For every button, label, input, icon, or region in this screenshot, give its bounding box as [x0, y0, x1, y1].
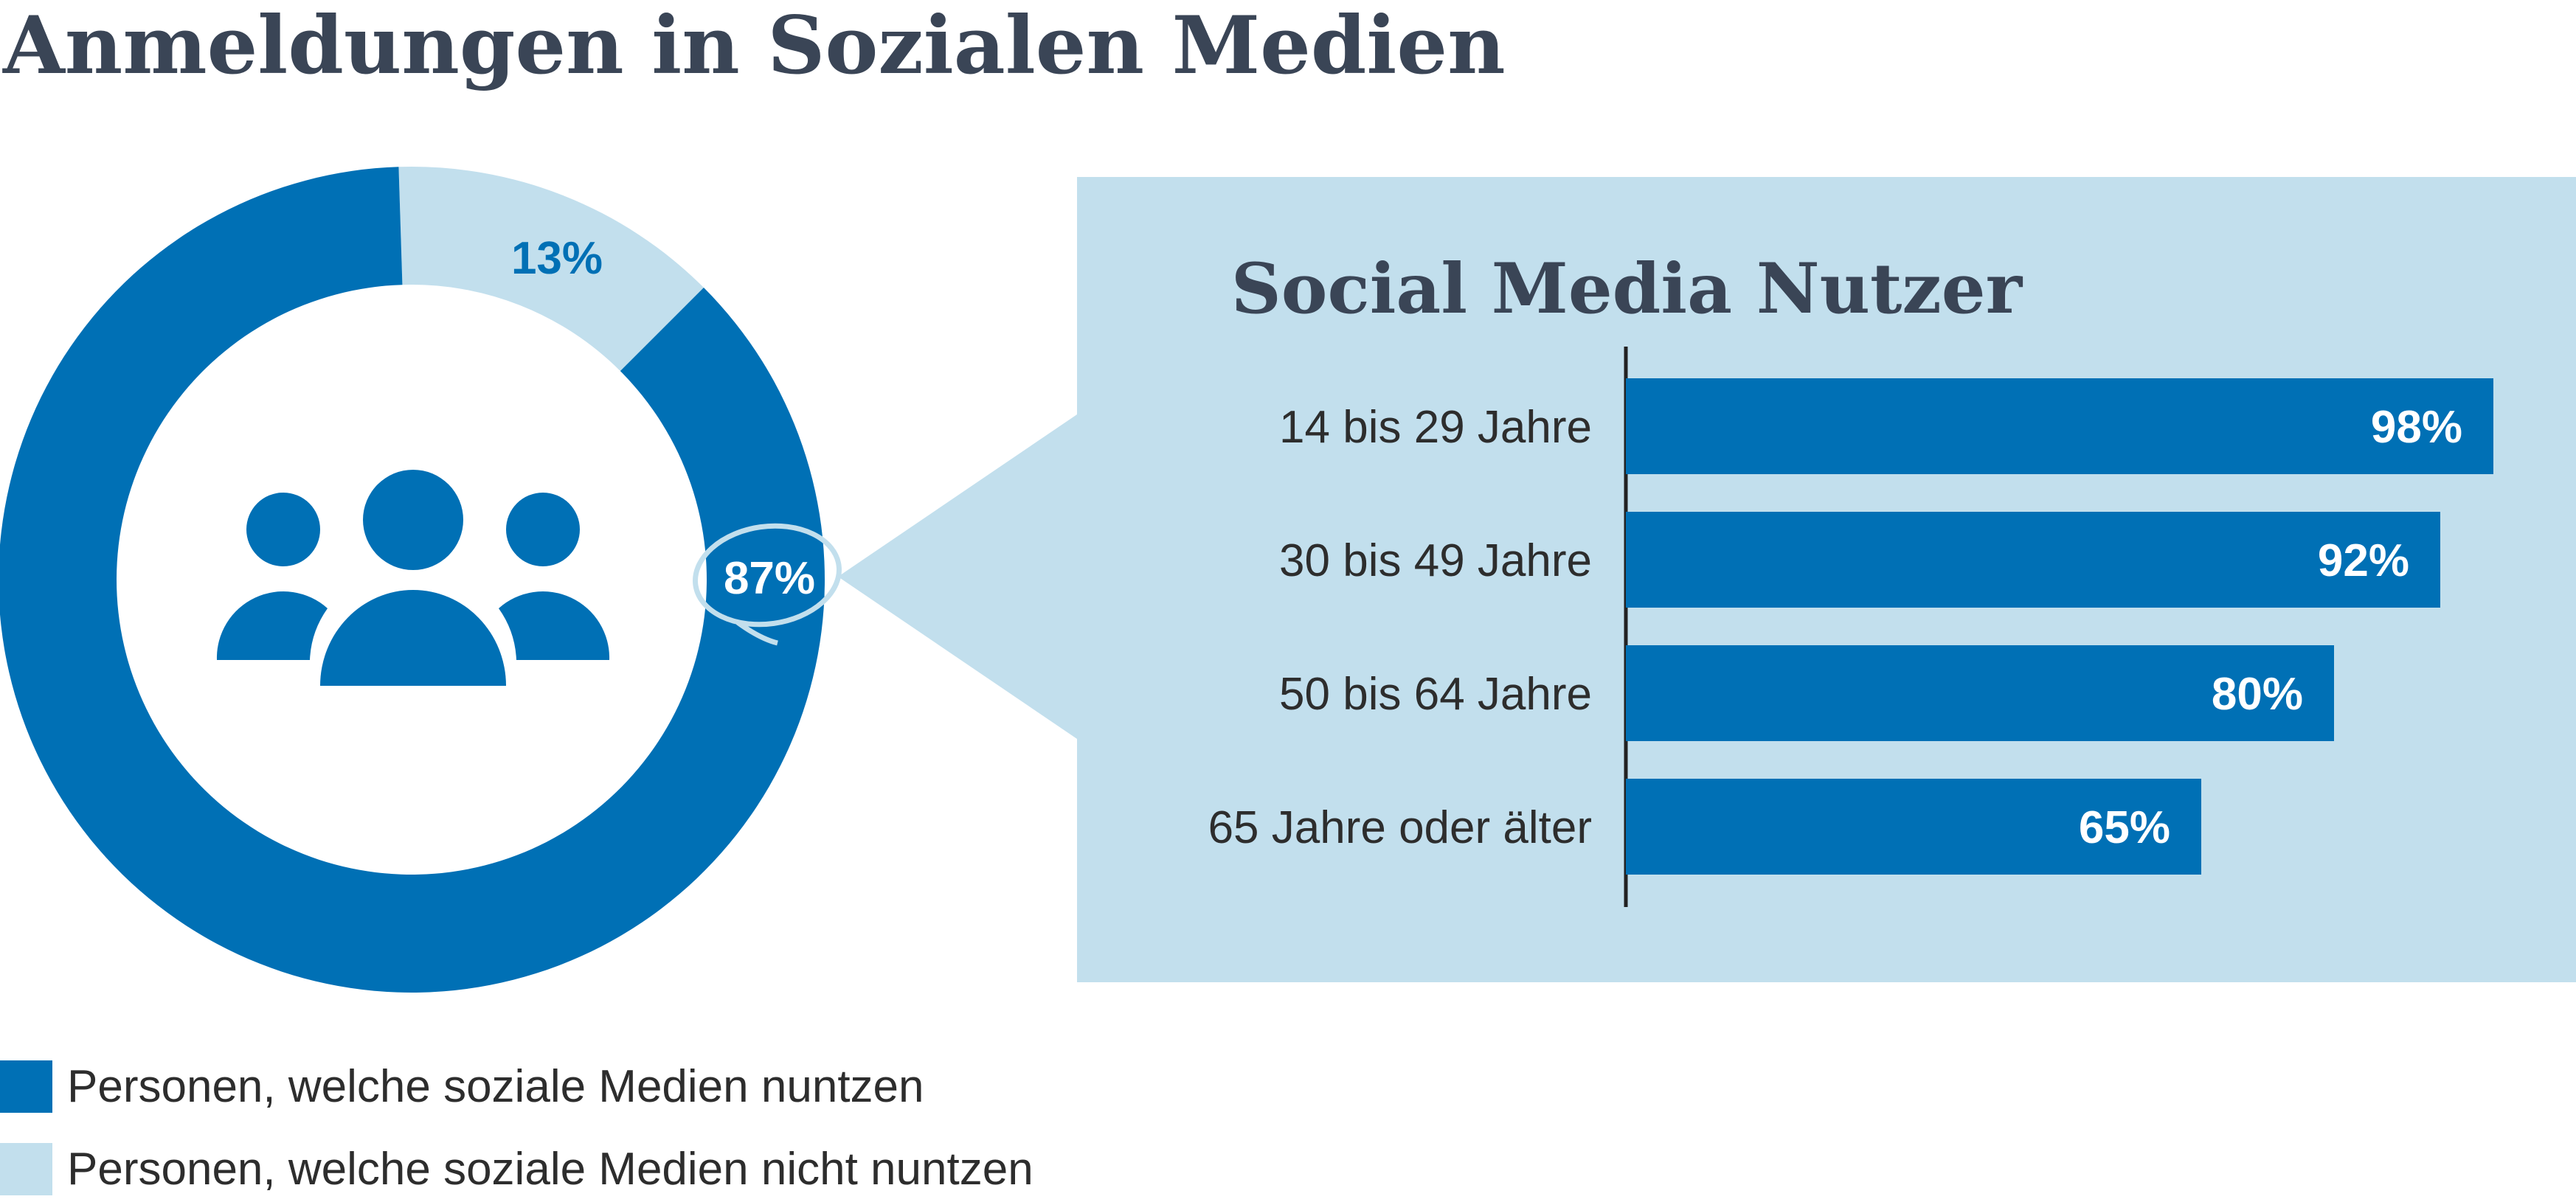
donut-slice-users [0, 167, 825, 993]
bar-value-label: 92% [2318, 535, 2409, 586]
bar-chart: Social Media Nutzer 14 bis 29 Jahre 98% 30… [1208, 249, 2493, 907]
donut-slice-non-users [398, 167, 704, 372]
legend-item-non-users: Personen, welche soziale Medien nicht nu… [0, 1143, 1033, 1195]
legend-swatch-non-users [0, 1143, 52, 1195]
legend-label-non-users: Personen, welche soziale Medien nicht nu… [67, 1144, 1033, 1195]
legend-swatch-users [0, 1060, 52, 1113]
bar-value-label: 98% [2371, 402, 2462, 453]
bar [1626, 779, 2201, 875]
bar-value-label: 80% [2212, 669, 2303, 720]
bar-value-label: 65% [2079, 802, 2170, 853]
donut-label-non-users: 13% [511, 233, 603, 284]
legend-item-users: Personen, welche soziale Medien nuntzen [0, 1060, 924, 1113]
people-group-icon [216, 470, 610, 686]
donut-chart: 13% [0, 167, 825, 993]
bar-chart-title: Social Media Nutzer [1231, 249, 2023, 330]
legend-label-users: Personen, welche soziale Medien nuntzen [67, 1061, 924, 1112]
highlight-ring-tail [735, 620, 778, 646]
bar-category-label: 65 Jahre oder älter [1208, 802, 1592, 853]
bar [1626, 645, 2334, 741]
bar [1626, 378, 2493, 474]
bar [1626, 512, 2440, 608]
highlight-ring [693, 523, 842, 628]
chart-title: Anmeldungen in Sozialen Medien [3, 0, 1506, 92]
bar-category-label: 14 bis 29 Jahre [1279, 402, 1592, 453]
bar-category-label: 30 bis 49 Jahre [1279, 535, 1592, 586]
donut-label-users: 87% [724, 553, 815, 604]
bar-category-label: 50 bis 64 Jahre [1279, 669, 1592, 720]
